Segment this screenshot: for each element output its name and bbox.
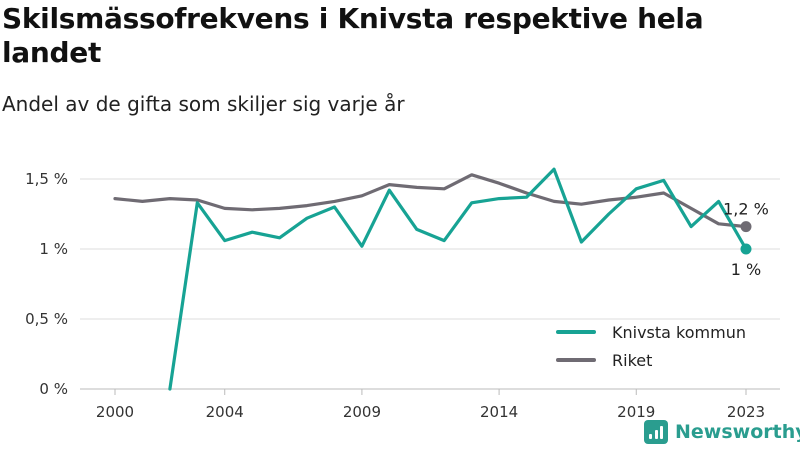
legend-item-knivsta: Knivsta kommun xyxy=(556,318,746,346)
x-tick-label: 2023 xyxy=(727,403,765,421)
label-layer: 0 % 0,5 % 1 % 1,5 % 2000 2004 2009 2014 2019 2023… xyxy=(25,170,769,421)
legend: Knivsta kommun Riket xyxy=(556,318,746,374)
x-tick-label: 2004 xyxy=(206,403,244,421)
y-tick-label: 0 % xyxy=(39,380,68,398)
x-tick-label: 2014 xyxy=(480,403,518,421)
y-tick-label: 0,5 % xyxy=(25,310,68,328)
chart-subtitle: Andel av de gifta som skiljer sig varje … xyxy=(2,92,405,116)
brand-logo: Newsworthy xyxy=(644,420,800,444)
x-tick-label: 2000 xyxy=(96,403,134,421)
y-tick-label: 1,5 % xyxy=(25,170,68,188)
legend-label-riket: Riket xyxy=(612,350,653,370)
series-line-riket xyxy=(113,173,748,229)
legend-swatch-knivsta xyxy=(556,330,596,334)
series-endpoint-riket xyxy=(740,221,752,233)
legend-swatch-riket xyxy=(556,358,596,362)
y-tick-label: 1 % xyxy=(39,240,68,258)
x-tick-label: 2019 xyxy=(617,403,655,421)
bar-chart-icon xyxy=(644,420,668,444)
brand-name: Newsworthy xyxy=(675,421,800,443)
series-endpoint-knivsta xyxy=(740,243,752,255)
end-label-knivsta: 1 % xyxy=(731,260,761,279)
legend-label-knivsta: Knivsta kommun xyxy=(612,322,746,342)
series-line-knivsta xyxy=(168,167,748,391)
series-layer xyxy=(113,167,752,391)
end-label-riket: 1,2 % xyxy=(723,200,769,219)
chart-title: Skilsmässofrekvens i Knivsta respektive … xyxy=(2,2,704,69)
x-tick-label: 2009 xyxy=(343,403,381,421)
legend-item-riket: Riket xyxy=(556,346,746,374)
